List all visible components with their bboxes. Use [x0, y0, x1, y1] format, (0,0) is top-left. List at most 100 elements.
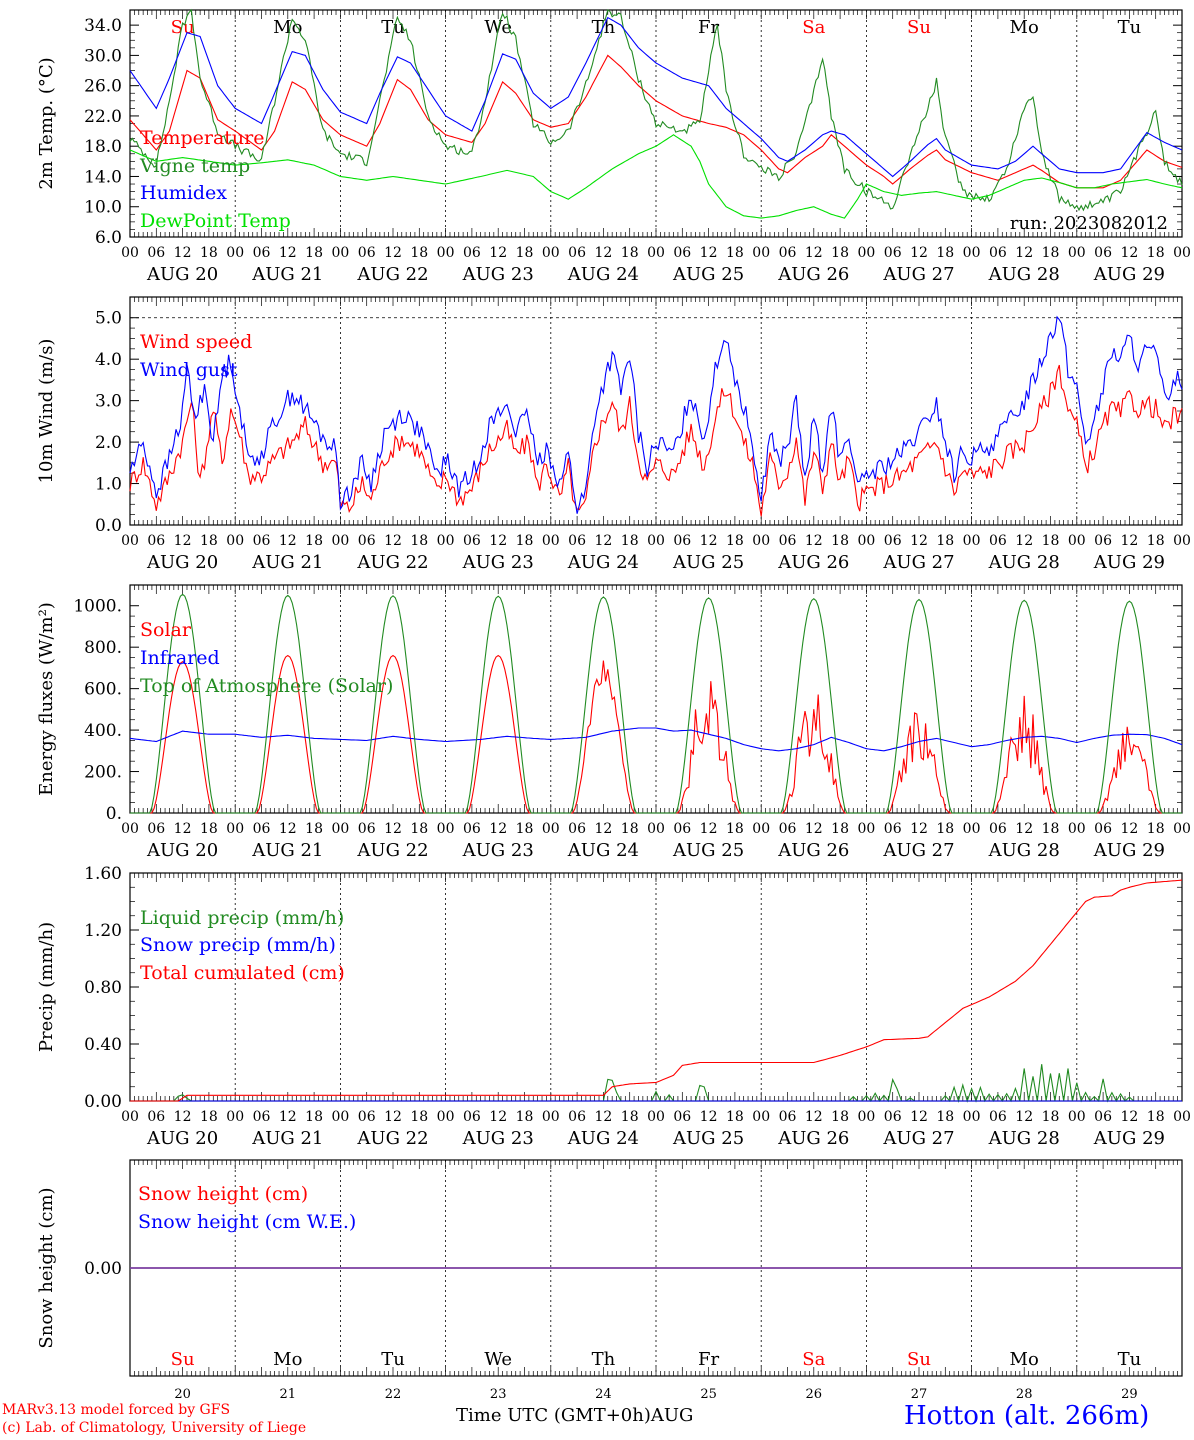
- y-tick-label: 1.20: [84, 921, 122, 941]
- hour-label: 00: [752, 1109, 770, 1125]
- day-label: AUG 24: [567, 264, 639, 285]
- y-tick-label: 1.0: [95, 475, 122, 495]
- hour-label: 18: [1147, 1109, 1165, 1125]
- hour-label: 18: [516, 821, 534, 837]
- temperature-panel: 6.0 10.0 14.0 18.0 22.0 26.0 30.0 34.0 2m Temp. …: [36, 8, 1191, 285]
- weekday-label: Mo: [273, 1349, 302, 1370]
- hour-label: 06: [463, 245, 481, 261]
- hour-label: 18: [936, 1109, 954, 1125]
- hour-label: 18: [516, 533, 534, 549]
- hour-label: 18: [200, 821, 218, 837]
- hour-label: 00: [752, 245, 770, 261]
- hour-label: 12: [1120, 1109, 1138, 1125]
- hour-label: 00: [1173, 1109, 1191, 1125]
- day-label: AUG 27: [882, 552, 954, 573]
- series-line-top-of-atmosphere-solar-: [130, 593, 1182, 814]
- hour-label: 00: [857, 1109, 875, 1125]
- plot-frame: [129, 296, 1183, 526]
- hour-label: 00: [542, 821, 560, 837]
- day-label: AUG 21: [251, 552, 323, 573]
- day-label: AUG 24: [567, 552, 639, 573]
- hour-label: 00: [121, 245, 139, 261]
- hour-label: 18: [1147, 245, 1165, 261]
- day-number: 29: [1121, 1387, 1138, 1402]
- wind-panel: 0.0 1.0 2.0 3.0 4.0 5.0 10m Wind (m/s) 00 06 12 18…: [36, 296, 1191, 573]
- hour-label: 06: [1094, 821, 1112, 837]
- hour-label: 00: [121, 533, 139, 549]
- y-tick-label: 1000.: [73, 597, 122, 617]
- hour-label: 00: [1173, 245, 1191, 261]
- hour-label: 00: [331, 533, 349, 549]
- hour-label: 12: [489, 533, 507, 549]
- y-axis-label: Energy fluxes (W/m²): [36, 602, 57, 796]
- day-number: 27: [911, 1387, 928, 1402]
- y-tick-label: 22.0: [84, 107, 122, 127]
- legend-entry: Liquid precip (mm/h): [140, 907, 344, 929]
- day-label: AUG 25: [672, 1128, 744, 1149]
- hour-label: 06: [358, 245, 376, 261]
- weekday-label: Sa: [802, 17, 825, 38]
- day-label: AUG 23: [462, 552, 534, 573]
- hour-label: 06: [568, 821, 586, 837]
- legend-entry: DewPoint Temp: [140, 210, 291, 232]
- hour-label: 00: [542, 1109, 560, 1125]
- hour-label: 00: [437, 245, 455, 261]
- day-number: 28: [1016, 1387, 1033, 1402]
- hour-label: 00: [647, 533, 665, 549]
- hour-label: 00: [226, 821, 244, 837]
- series-line-temperature: [129, 54, 1183, 189]
- hour-label: 12: [384, 245, 402, 261]
- hour-label: 18: [726, 533, 744, 549]
- hour-label: 12: [174, 821, 192, 837]
- hour-label: 18: [936, 245, 954, 261]
- day-label: AUG 20: [146, 552, 218, 573]
- x-axis-title: Time UTC (GMT+0h)AUG: [456, 1405, 693, 1426]
- weekday-label: Mo: [1010, 17, 1039, 38]
- weekday-label: Mo: [1010, 1349, 1039, 1370]
- weekday-label: Sa: [802, 1349, 825, 1370]
- hour-label: 06: [989, 821, 1007, 837]
- weekday-label: Su: [171, 1349, 195, 1370]
- day-label: AUG 21: [251, 840, 323, 861]
- day-label: AUG 21: [251, 1128, 323, 1149]
- day-label: AUG 22: [356, 264, 428, 285]
- hour-label: 12: [384, 1109, 402, 1125]
- hour-label: 00: [647, 821, 665, 837]
- y-tick-label: 14.0: [84, 167, 122, 187]
- legend-entry: Top of Atmosphere (Solar): [140, 675, 393, 697]
- hour-label: 00: [963, 1109, 981, 1125]
- series-layer: [129, 593, 1183, 814]
- hour-label: 06: [884, 1109, 902, 1125]
- hour-label: 06: [989, 245, 1007, 261]
- hour-label: 18: [1147, 533, 1165, 549]
- hour-label: 00: [542, 245, 560, 261]
- y-axis-label: Snow height (cm): [36, 1187, 57, 1348]
- day-label: AUG 26: [777, 552, 849, 573]
- hour-label: 00: [1068, 533, 1086, 549]
- day-label: AUG 24: [567, 1128, 639, 1149]
- y-tick-label: 6.0: [95, 228, 122, 248]
- hour-label: 12: [805, 1109, 823, 1125]
- weekday-label: Mo: [273, 17, 302, 38]
- hour-label: 18: [1042, 245, 1060, 261]
- day-number: 22: [385, 1387, 402, 1402]
- day-label: AUG 26: [777, 1128, 849, 1149]
- hour-label: 18: [305, 245, 323, 261]
- day-label: AUG 28: [988, 840, 1060, 861]
- hour-label: 18: [936, 821, 954, 837]
- day-number: 24: [595, 1387, 612, 1402]
- weekday-label: Su: [907, 1349, 931, 1370]
- hour-label: 18: [726, 821, 744, 837]
- hour-label: 06: [779, 245, 797, 261]
- y-tick-label: 10.0: [84, 198, 122, 218]
- hour-label: 00: [963, 245, 981, 261]
- hour-label: 18: [410, 533, 428, 549]
- day-label: AUG 23: [462, 1128, 534, 1149]
- day-label: AUG 24: [567, 840, 639, 861]
- hour-label: 18: [621, 533, 639, 549]
- weekday-label: Tu: [1118, 1349, 1142, 1370]
- hour-label: 06: [253, 533, 271, 549]
- day-number: 26: [806, 1387, 823, 1402]
- day-number: 25: [700, 1387, 717, 1402]
